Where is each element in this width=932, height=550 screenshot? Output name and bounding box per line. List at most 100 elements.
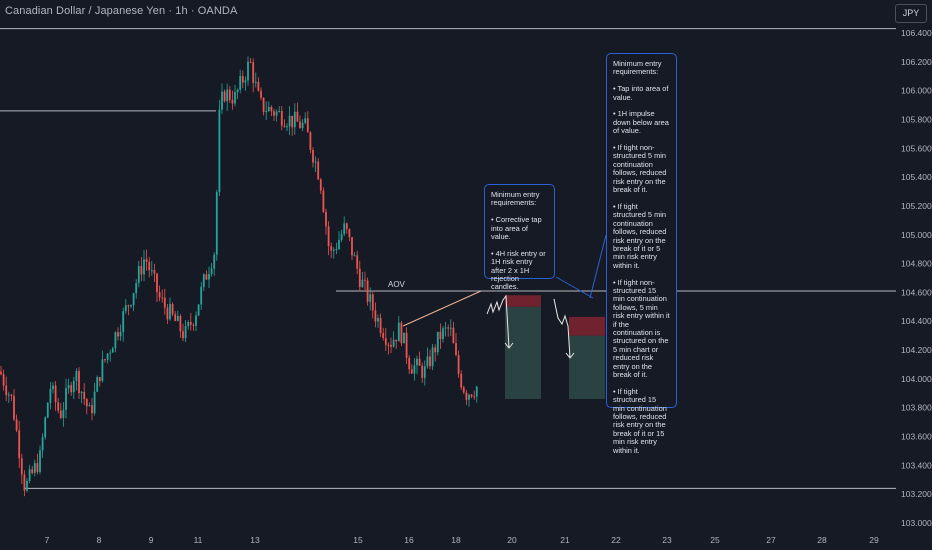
candle-body — [187, 322, 190, 327]
candle-body — [189, 322, 192, 325]
candle-body — [436, 331, 439, 353]
take-profit-zone — [505, 306, 541, 400]
candle-body — [226, 89, 229, 102]
take-profit-zone — [569, 335, 605, 400]
candle-body — [202, 274, 205, 287]
candle-body — [387, 344, 390, 346]
candle-body — [304, 118, 307, 123]
candle-body — [286, 126, 288, 128]
candle-body — [163, 297, 166, 308]
candle-body — [101, 359, 104, 381]
candle-body — [153, 270, 156, 274]
candle-body — [158, 292, 161, 298]
candle-body — [205, 274, 208, 280]
candle-body — [335, 249, 338, 251]
candle-body — [273, 111, 275, 116]
candle-body — [18, 430, 21, 459]
candle-body — [124, 305, 127, 312]
candle-body — [447, 327, 450, 329]
currency-button[interactable]: JPY — [895, 4, 927, 23]
candle-body — [390, 344, 392, 347]
candle-body — [197, 304, 200, 316]
candle-body — [379, 317, 382, 334]
candle-body — [15, 419, 18, 431]
candle-body — [260, 90, 262, 98]
candle-body — [215, 192, 218, 255]
candle-body — [75, 370, 78, 381]
x-tick-label: 11 — [194, 535, 203, 545]
candle-body — [210, 268, 213, 274]
candle-body — [132, 293, 135, 306]
x-tick-label: 15 — [353, 535, 363, 545]
candle-body — [371, 294, 374, 311]
candle-body — [208, 273, 210, 280]
candle-body — [26, 480, 28, 491]
candle-body — [130, 305, 132, 307]
candle-body — [291, 115, 294, 128]
candle-body — [33, 463, 36, 473]
candle-body — [270, 106, 273, 112]
candle-body — [127, 305, 130, 307]
y-tick-label: 103.400 — [901, 460, 932, 470]
candle-body — [421, 365, 424, 378]
x-tick-label: 7 — [45, 535, 50, 545]
candle-body — [161, 297, 164, 299]
y-tick-label: 104.000 — [901, 374, 932, 384]
symbol-title[interactable]: Canadian Dollar / Japanese Yen · 1h · OA… — [5, 5, 238, 17]
candle-body — [140, 266, 143, 275]
candle-body — [319, 179, 322, 191]
candle-body — [28, 469, 31, 481]
candle-body — [468, 394, 470, 400]
x-tick-label: 20 — [507, 535, 517, 545]
note-pointer-line — [589, 234, 607, 299]
candle-body — [301, 122, 304, 129]
candle-body — [309, 132, 312, 150]
y-tick-label: 105.400 — [901, 172, 932, 182]
candle-body — [5, 385, 8, 396]
candle-body — [78, 370, 80, 394]
candle-body — [413, 365, 416, 374]
candle-body — [143, 259, 145, 275]
candle-body — [416, 358, 418, 366]
candle-body — [166, 307, 169, 320]
candle-body — [221, 91, 223, 110]
candle-body — [59, 410, 62, 418]
candle-body — [351, 237, 353, 256]
candle-body — [117, 332, 119, 337]
candle-body — [7, 394, 10, 396]
candle-body — [41, 437, 44, 451]
candle-body — [358, 268, 361, 288]
y-tick-label: 106.000 — [901, 86, 932, 96]
candle-body — [169, 304, 171, 320]
candle-body — [410, 369, 413, 374]
candle-body — [249, 61, 252, 63]
entry-requirements-note-4h: Minimum entry requirements: • Corrective… — [484, 184, 555, 291]
x-tick-label: 8 — [97, 535, 102, 545]
candle-body — [343, 223, 346, 235]
trend-line — [402, 290, 482, 327]
candle-body — [2, 374, 5, 386]
candle-body — [265, 111, 268, 113]
x-tick-label: 16 — [404, 535, 414, 545]
candle-body — [345, 223, 348, 230]
candle-body — [475, 386, 478, 397]
x-tick-label: 27 — [766, 535, 776, 545]
candle-body — [114, 332, 117, 349]
candle-body — [408, 357, 411, 370]
candle-body — [392, 339, 395, 347]
x-tick-label: 18 — [451, 535, 461, 545]
candle-body — [109, 352, 112, 354]
candle-body — [317, 161, 320, 180]
candle-body — [104, 359, 106, 361]
x-tick-label: 22 — [611, 535, 621, 545]
y-tick-label: 103.200 — [901, 489, 932, 499]
aov-label: AOV — [388, 280, 406, 289]
x-tick-label: 23 — [662, 535, 672, 545]
candle-body — [83, 391, 86, 400]
candle-body — [234, 91, 236, 104]
candle-body — [473, 396, 476, 398]
candle-body — [338, 239, 340, 250]
candle-body — [257, 81, 260, 91]
candle-body — [96, 377, 99, 392]
